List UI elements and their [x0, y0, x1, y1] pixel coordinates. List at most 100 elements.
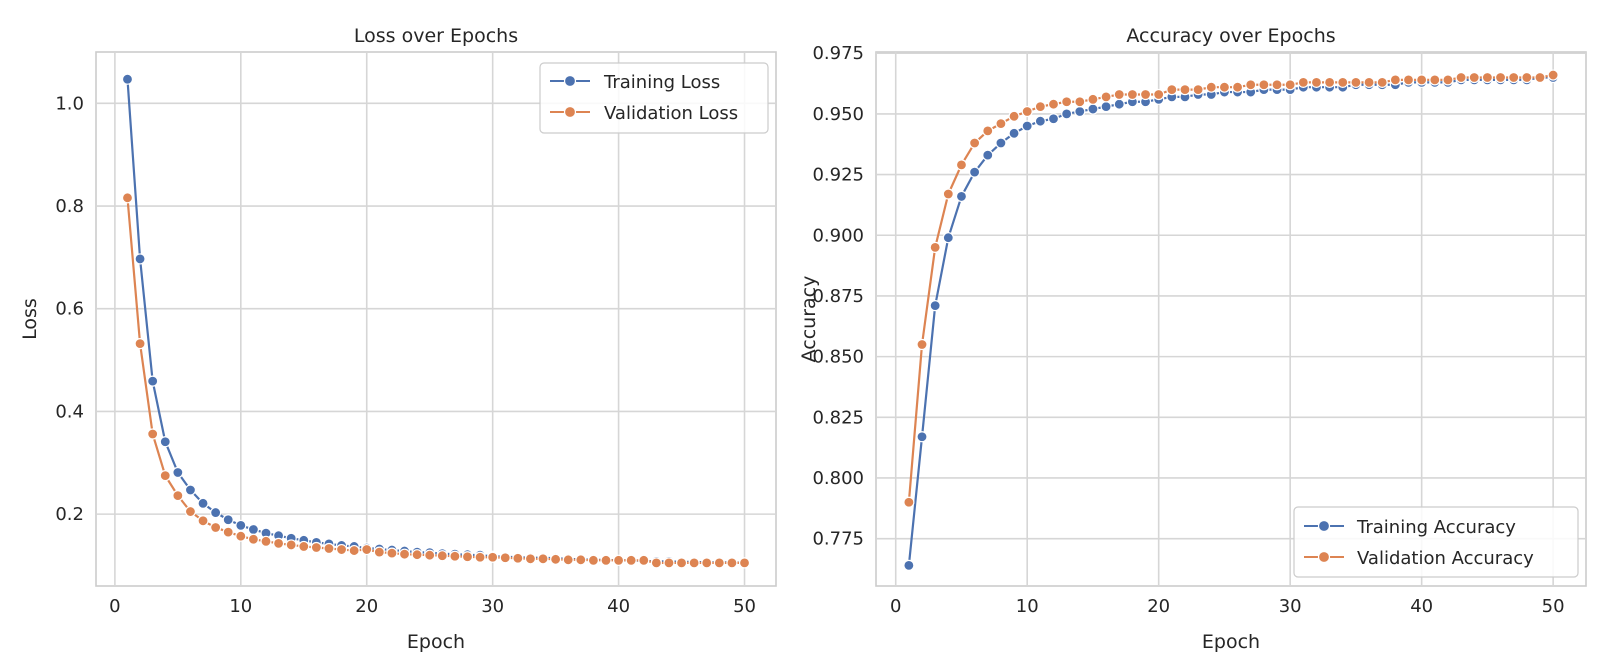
data-point-training-loss	[197, 497, 209, 509]
data-point-validation-loss	[612, 554, 625, 566]
data-point-training-accuracy	[1087, 103, 1099, 115]
data-point-validation-loss	[474, 551, 486, 563]
data-point-validation-loss	[436, 550, 448, 562]
data-point-training-accuracy	[916, 431, 928, 443]
accuracy-y-tick-label: 0.925	[812, 165, 864, 186]
loss-x-tick-label: 40	[607, 596, 630, 617]
data-point-validation-accuracy	[1363, 76, 1375, 88]
data-point-validation-accuracy	[1231, 81, 1244, 93]
data-point-validation-loss	[310, 541, 322, 554]
loss-gridlines	[96, 52, 776, 586]
loss-y-tick-label: 0.6	[55, 299, 84, 320]
data-point-validation-accuracy	[1508, 71, 1520, 84]
data-point-validation-accuracy	[903, 496, 915, 508]
data-point-validation-loss	[210, 521, 222, 534]
data-point-validation-loss	[650, 557, 662, 569]
data-point-training-accuracy	[929, 300, 941, 312]
data-point-training-accuracy	[1021, 120, 1033, 132]
data-point-validation-loss	[159, 470, 171, 482]
data-point-validation-accuracy	[1205, 81, 1217, 93]
accuracy-gridlines	[876, 52, 1586, 586]
data-point-validation-loss	[348, 544, 360, 557]
data-point-training-loss	[235, 519, 247, 532]
data-point-validation-accuracy	[1442, 74, 1454, 86]
accuracy-y-tick-label: 0.950	[812, 104, 864, 125]
data-point-validation-loss	[625, 554, 637, 566]
accuracy-x-tick-label: 50	[1542, 596, 1565, 617]
data-point-validation-accuracy	[916, 338, 928, 351]
data-point-validation-accuracy	[1271, 79, 1283, 91]
loss-x-tick-label: 20	[355, 596, 378, 617]
accuracy-y-tick-label: 0.900	[812, 225, 864, 246]
data-point-training-loss	[184, 484, 197, 496]
data-point-training-accuracy	[955, 190, 968, 203]
data-point-validation-loss	[424, 549, 436, 561]
legend-label-training-accuracy: Training Accuracy	[1356, 517, 1516, 538]
data-point-training-accuracy	[1100, 101, 1112, 113]
data-point-validation-accuracy	[1218, 81, 1231, 93]
accuracy-y-tick-label: 0.875	[812, 286, 864, 307]
data-point-validation-loss	[550, 553, 562, 565]
data-point-validation-accuracy	[1324, 76, 1336, 88]
data-point-validation-accuracy	[1534, 71, 1546, 84]
loss-y-tick-label: 0.8	[55, 196, 84, 217]
accuracy-x-tick-label: 10	[1016, 596, 1039, 617]
data-point-validation-accuracy	[1245, 79, 1257, 91]
accuracy-y-axis-label: Accuracy	[798, 276, 820, 363]
data-point-validation-loss	[449, 550, 461, 562]
data-point-validation-accuracy	[1297, 76, 1309, 88]
data-point-training-loss	[210, 506, 222, 519]
data-point-validation-loss	[675, 557, 688, 569]
loss-x-tick-label: 50	[733, 596, 756, 617]
data-point-validation-loss	[247, 533, 260, 545]
data-point-validation-accuracy	[995, 117, 1007, 130]
data-point-validation-accuracy	[1074, 96, 1086, 108]
accuracy-chart-title: Accuracy over Epochs	[1126, 25, 1335, 47]
accuracy-y-tick-label: 0.775	[812, 529, 864, 550]
data-point-validation-loss	[335, 543, 348, 556]
data-point-validation-loss	[587, 554, 600, 566]
legend-marker-training-accuracy	[1317, 519, 1331, 533]
legend-label-validation-loss: Validation Loss	[604, 103, 738, 124]
data-point-validation-accuracy	[1337, 76, 1349, 88]
data-point-validation-accuracy	[1455, 71, 1467, 84]
legend-label-training-loss: Training Loss	[603, 72, 720, 93]
accuracy-y-tick-label: 0.975	[812, 43, 864, 64]
data-point-validation-accuracy	[1087, 93, 1099, 105]
data-point-validation-loss	[386, 547, 398, 559]
data-point-validation-loss	[235, 530, 247, 542]
data-point-validation-accuracy	[1166, 84, 1178, 96]
accuracy-legend: Training Accuracy Validation Accuracy	[1293, 506, 1579, 578]
data-point-training-accuracy	[1047, 113, 1060, 125]
data-point-validation-loss	[562, 554, 574, 566]
data-point-training-accuracy	[1113, 98, 1125, 110]
data-point-validation-accuracy	[969, 137, 981, 149]
data-point-validation-loss	[184, 505, 197, 518]
data-point-validation-loss	[260, 535, 272, 547]
legend-marker-validation-accuracy	[1317, 550, 1331, 564]
data-point-validation-loss	[512, 552, 524, 564]
data-point-validation-loss	[147, 428, 159, 440]
data-point-validation-accuracy	[1139, 88, 1152, 101]
data-point-validation-accuracy	[1376, 76, 1388, 88]
loss-series	[121, 73, 751, 569]
legend-marker-validation-loss	[563, 105, 577, 119]
accuracy-x-tick-label: 40	[1410, 596, 1433, 617]
data-point-training-loss	[159, 436, 171, 448]
data-point-training-loss	[121, 73, 134, 85]
accuracy-legend-box	[1293, 506, 1579, 578]
data-point-validation-accuracy	[1521, 71, 1533, 84]
data-point-validation-loss	[713, 557, 725, 569]
data-point-validation-loss	[537, 553, 549, 565]
data-point-validation-accuracy	[1429, 74, 1441, 86]
data-point-validation-accuracy	[1113, 88, 1125, 101]
data-point-training-loss	[134, 253, 146, 265]
data-point-validation-loss	[373, 546, 385, 558]
data-point-validation-loss	[398, 548, 411, 560]
data-point-training-accuracy	[995, 137, 1007, 149]
data-point-validation-loss	[285, 539, 297, 551]
accuracy-x-axis-label: Epoch	[1202, 631, 1260, 653]
loss-chart-title: Loss over Epochs	[354, 25, 518, 47]
